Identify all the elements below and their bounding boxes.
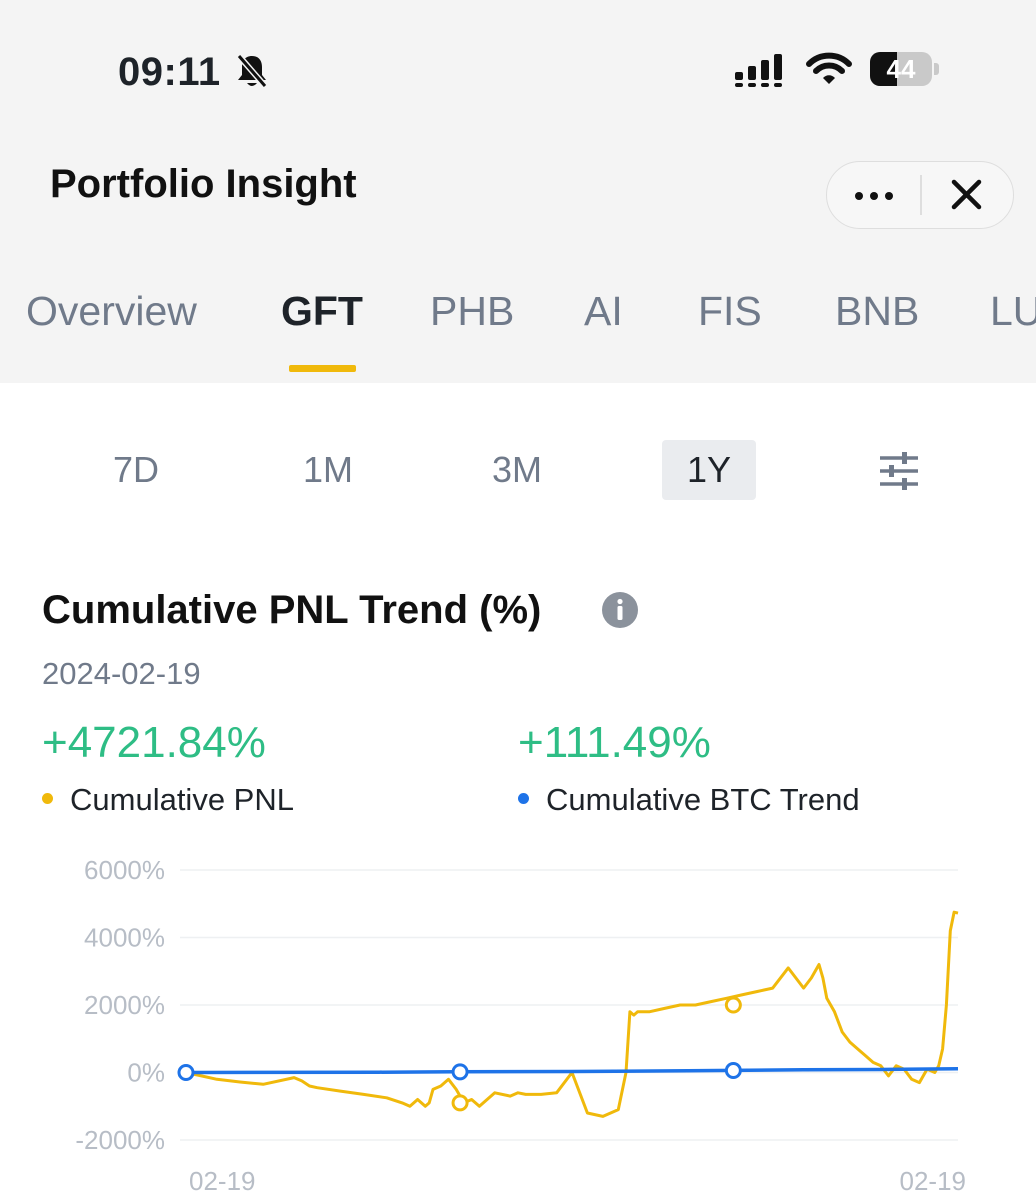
filter-settings-icon[interactable] [878,452,920,490]
tab-phb[interactable]: PHB [430,288,515,334]
btc-marker [177,1064,195,1081]
pnl-marker [724,996,742,1014]
legend-btc-label: Cumulative BTC Trend [546,782,860,817]
pnl-chart[interactable]: 6000% 4000% 2000% 0% -2000% 02-19 02-19 [0,830,1036,1200]
x-tick-label: 02-19 [900,1166,967,1196]
y-tick-label: 0% [127,1058,165,1088]
legend-dot-btc [518,793,529,805]
page-title: Portfolio Insight [50,162,357,206]
y-tick-label: 2000% [84,990,165,1020]
signal-icon [735,54,782,87]
range-3m[interactable]: 3M [491,449,542,490]
status-time: 09:11 [118,50,221,94]
pnl-marker [451,1094,469,1112]
header-actions [826,161,1014,229]
close-button[interactable] [922,162,1013,228]
wifi-icon [806,52,852,84]
tab-gft[interactable]: GFT [281,288,363,334]
range-7d[interactable]: 7D [112,449,160,490]
close-icon [951,179,982,210]
tab-lu[interactable]: LU [990,288,1036,334]
range-1y[interactable]: 1Y [662,440,756,500]
battery-level: 44 [886,54,916,84]
y-tick-label: 6000% [84,855,165,885]
pnl-series-line [185,910,959,1118]
tab-fis[interactable]: FIS [698,288,762,334]
selected-date: 2024-02-19 [42,656,201,691]
battery-icon: 44 [870,52,940,88]
active-tab-indicator [289,365,356,372]
legend-pnl-label: Cumulative PNL [70,782,294,817]
btc-series-line [185,1066,959,1075]
info-icon[interactable] [602,592,638,628]
pnl-value: +4721.84% [42,718,266,767]
range-1m[interactable]: 1M [302,449,353,490]
bell-muted-icon [236,54,268,88]
legend-btc: Cumulative BTC Trend [518,782,860,818]
tab-ai[interactable]: AI [584,288,623,334]
x-tick-label: 02-19 [189,1166,256,1196]
tab-bnb[interactable]: BNB [835,288,920,334]
y-tick-label: -2000% [75,1125,165,1155]
more-button[interactable] [827,162,920,228]
btc-marker [451,1063,469,1081]
tab-overview[interactable]: Overview [26,288,197,334]
chart-title: Cumulative PNL Trend (%) [42,588,542,632]
divider [920,175,922,215]
btc-value: +111.49% [518,718,711,767]
btc-marker [724,1061,742,1079]
y-tick-label: 4000% [84,923,165,953]
legend-pnl: Cumulative PNL [42,782,294,818]
legend-dot-pnl [42,793,53,805]
